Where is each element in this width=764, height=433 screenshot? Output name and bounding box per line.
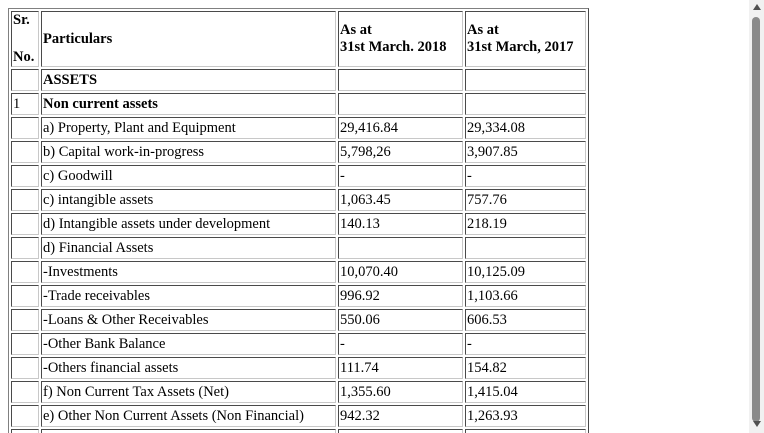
arrow-up-icon[interactable] <box>749 0 764 16</box>
cell-particulars: -Investments <box>41 261 336 283</box>
cell-sr <box>11 141 39 163</box>
cell-2018: 942.32 <box>338 405 463 427</box>
header-2018-line1: As at <box>340 22 372 38</box>
cell-2018: 1,063.45 <box>338 189 463 211</box>
cell-2018: - <box>338 333 463 355</box>
table-row: 1 Non current assets <box>11 93 586 115</box>
table-row <box>11 429 586 433</box>
cell-2017 <box>465 69 586 91</box>
cell-particulars: -Trade receivables <box>41 285 336 307</box>
arrow-down-icon[interactable] <box>749 417 764 433</box>
cell-2018: - <box>338 165 463 187</box>
cell-2017: 154.82 <box>465 357 586 379</box>
cell-2018 <box>338 429 463 433</box>
table-row: c) intangible assets 1,063.45 757.76 <box>11 189 586 211</box>
cell-2017: - <box>465 333 586 355</box>
cell-2017: 1,263.93 <box>465 405 586 427</box>
table-row: -Loans & Other Receivables 550.06 606.53 <box>11 309 586 331</box>
table-row: e) Other Non Current Assets (Non Financi… <box>11 405 586 427</box>
cell-particulars: d) Intangible assets under development <box>41 213 336 235</box>
cell-2018: 111.74 <box>338 357 463 379</box>
table-row: ASSETS <box>11 69 586 91</box>
cell-2017: 606.53 <box>465 309 586 331</box>
table-row: d) Intangible assets under development 1… <box>11 213 586 235</box>
cell-sr <box>11 165 39 187</box>
cell-particulars: -Other Bank Balance <box>41 333 336 355</box>
cell-particulars: Non current assets <box>41 93 336 115</box>
cell-2017 <box>465 429 586 433</box>
cell-particulars: c) Goodwill <box>41 165 336 187</box>
table-row: -Other Bank Balance - - <box>11 333 586 355</box>
cell-sr <box>11 69 39 91</box>
cell-2017: 218.19 <box>465 213 586 235</box>
cell-2018: 29,416.84 <box>338 117 463 139</box>
table-row: -Trade receivables 996.92 1,103.66 <box>11 285 586 307</box>
header-sr-line2: No. <box>13 49 35 65</box>
cell-particulars <box>41 429 336 433</box>
cell-particulars: ASSETS <box>41 69 336 91</box>
cell-2017: 1,415.04 <box>465 381 586 403</box>
cell-2018: 140.13 <box>338 213 463 235</box>
vertical-scrollbar[interactable] <box>749 0 764 433</box>
cell-sr <box>11 117 39 139</box>
cell-sr <box>11 189 39 211</box>
cell-sr <box>11 309 39 331</box>
table-row: a) Property, Plant and Equipment 29,416.… <box>11 117 586 139</box>
table-row: -Investments 10,070.40 10,125.09 <box>11 261 586 283</box>
cell-2017: 3,907.85 <box>465 141 586 163</box>
header-2017-line1: As at <box>467 22 499 38</box>
scrollbar-thumb[interactable] <box>752 17 760 422</box>
cell-2018: 550.06 <box>338 309 463 331</box>
cell-2018 <box>338 237 463 259</box>
balance-sheet-table: Sr. No. Particulars As at 31st March. 20… <box>8 8 589 433</box>
cell-2017: 757.76 <box>465 189 586 211</box>
cell-sr <box>11 381 39 403</box>
cell-sr <box>11 333 39 355</box>
cell-2018 <box>338 69 463 91</box>
header-sr-line1: Sr. <box>13 12 30 28</box>
cell-2017: - <box>465 165 586 187</box>
cell-2018: 996.92 <box>338 285 463 307</box>
header-2017: As at 31st March, 2017 <box>465 11 586 67</box>
header-row: Sr. No. Particulars As at 31st March. 20… <box>11 11 586 67</box>
table-row: b) Capital work-in-progress 5,798,26 3,9… <box>11 141 586 163</box>
table-row: -Others financial assets 111.74 154.82 <box>11 357 586 379</box>
cell-2018: 5,798,26 <box>338 141 463 163</box>
cell-particulars: c) intangible assets <box>41 189 336 211</box>
cell-particulars: e) Other Non Current Assets (Non Financi… <box>41 405 336 427</box>
cell-2017: 10,125.09 <box>465 261 586 283</box>
header-2018: As at 31st March. 2018 <box>338 11 463 67</box>
cell-sr <box>11 285 39 307</box>
cell-sr <box>11 429 39 433</box>
cell-2017 <box>465 237 586 259</box>
header-sr-no: Sr. No. <box>11 11 39 67</box>
cell-particulars: f) Non Current Tax Assets (Net) <box>41 381 336 403</box>
cell-2018: 1,355.60 <box>338 381 463 403</box>
header-particulars: Particulars <box>41 11 336 67</box>
cell-particulars: b) Capital work-in-progress <box>41 141 336 163</box>
cell-sr <box>11 213 39 235</box>
table-row: c) Goodwill - - <box>11 165 586 187</box>
cell-2017 <box>465 93 586 115</box>
cell-2018 <box>338 93 463 115</box>
table-row: f) Non Current Tax Assets (Net) 1,355.60… <box>11 381 586 403</box>
cell-sr: 1 <box>11 93 39 115</box>
cell-sr <box>11 357 39 379</box>
cell-2018: 10,070.40 <box>338 261 463 283</box>
cell-sr <box>11 261 39 283</box>
cell-particulars: a) Property, Plant and Equipment <box>41 117 336 139</box>
cell-particulars: -Loans & Other Receivables <box>41 309 336 331</box>
table-row: d) Financial Assets <box>11 237 586 259</box>
cell-particulars: d) Financial Assets <box>41 237 336 259</box>
header-2017-line2: 31st March, 2017 <box>467 39 574 55</box>
cell-2017: 1,103.66 <box>465 285 586 307</box>
cell-particulars: -Others financial assets <box>41 357 336 379</box>
cell-2017: 29,334.08 <box>465 117 586 139</box>
cell-sr <box>11 237 39 259</box>
header-2018-line2: 31st March. 2018 <box>340 39 447 55</box>
cell-sr <box>11 405 39 427</box>
